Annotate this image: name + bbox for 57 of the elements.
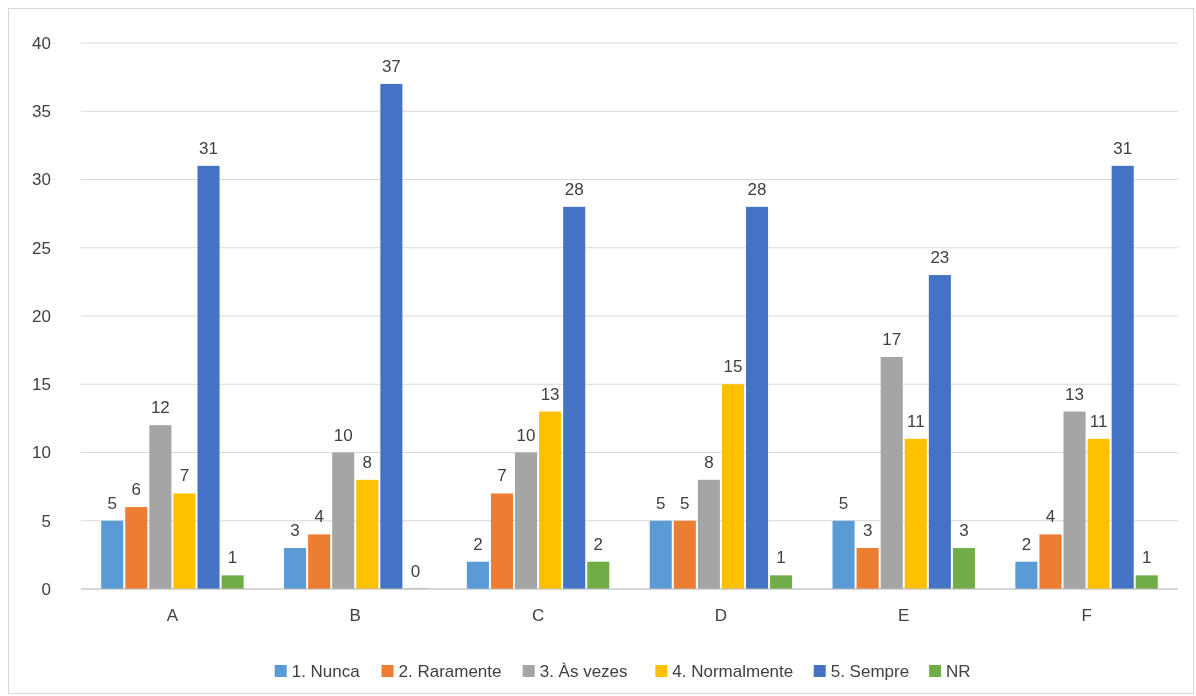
y-tick-label: 40 xyxy=(32,33,51,53)
data-label: 23 xyxy=(930,248,950,268)
data-label: 1 xyxy=(227,548,238,568)
data-label: 37 xyxy=(381,56,401,76)
data-label: 15 xyxy=(723,357,743,377)
data-label: 1 xyxy=(776,548,786,568)
data-label: 10 xyxy=(333,425,353,445)
y-tick-label: 20 xyxy=(32,306,51,326)
data-label: 8 xyxy=(362,452,373,472)
data-label: 1 xyxy=(1142,548,1152,568)
legend-label: 2. Raramente xyxy=(398,661,502,681)
data-label: 31 xyxy=(1113,138,1133,158)
data-label: 4 xyxy=(1045,507,1056,527)
data-label: 13 xyxy=(1065,384,1085,404)
data-label: 17 xyxy=(882,329,902,349)
y-tick-label: 15 xyxy=(32,375,51,395)
data-label: 5 xyxy=(656,493,666,513)
data-label: 2 xyxy=(1021,534,1032,554)
y-tick-label: 35 xyxy=(32,102,51,122)
y-tick-label: 10 xyxy=(32,443,51,463)
data-label: 5 xyxy=(838,493,849,513)
data-label: 5 xyxy=(680,493,690,513)
data-label: 6 xyxy=(131,480,142,500)
y-tick-label: 5 xyxy=(41,511,51,531)
data-label: 3 xyxy=(862,521,873,541)
x-tick-label: B xyxy=(349,606,361,625)
legend-label: 5. Sempre xyxy=(830,661,910,681)
legend-label: 3. Às vezes xyxy=(539,661,628,681)
data-label: 10 xyxy=(516,425,536,445)
legend-label: 4. Normalmente xyxy=(672,661,794,681)
y-tick-label: 25 xyxy=(32,238,51,258)
data-label: 2 xyxy=(593,534,603,554)
data-label: 5 xyxy=(107,493,117,513)
data-label: 12 xyxy=(150,398,170,418)
data-label: 3 xyxy=(290,521,300,541)
data-label: 31 xyxy=(199,138,218,158)
data-label: 13 xyxy=(540,384,560,404)
data-label: 7 xyxy=(497,466,507,486)
x-tick-label: F xyxy=(1081,606,1092,625)
x-tick-label: E xyxy=(898,606,910,625)
data-label: 11 xyxy=(1089,411,1108,431)
x-tick-label: A xyxy=(166,606,179,625)
data-label: 7 xyxy=(179,466,190,486)
data-label: 3 xyxy=(959,521,969,541)
data-label: 8 xyxy=(704,452,714,472)
y-tick-label: 30 xyxy=(32,170,51,190)
legend-label: NR xyxy=(946,661,971,681)
data-label: 2 xyxy=(473,534,483,554)
x-tick-label: C xyxy=(531,606,545,625)
x-tick-label: D xyxy=(714,606,728,625)
data-label: 0 xyxy=(410,562,421,581)
legend-label: 1. Nunca xyxy=(291,661,361,681)
data-label: 11 xyxy=(906,411,925,431)
data-label: 4 xyxy=(314,507,324,527)
data-label: 28 xyxy=(747,179,767,199)
data-label: 28 xyxy=(564,179,584,199)
y-tick-label: 0 xyxy=(41,579,51,599)
